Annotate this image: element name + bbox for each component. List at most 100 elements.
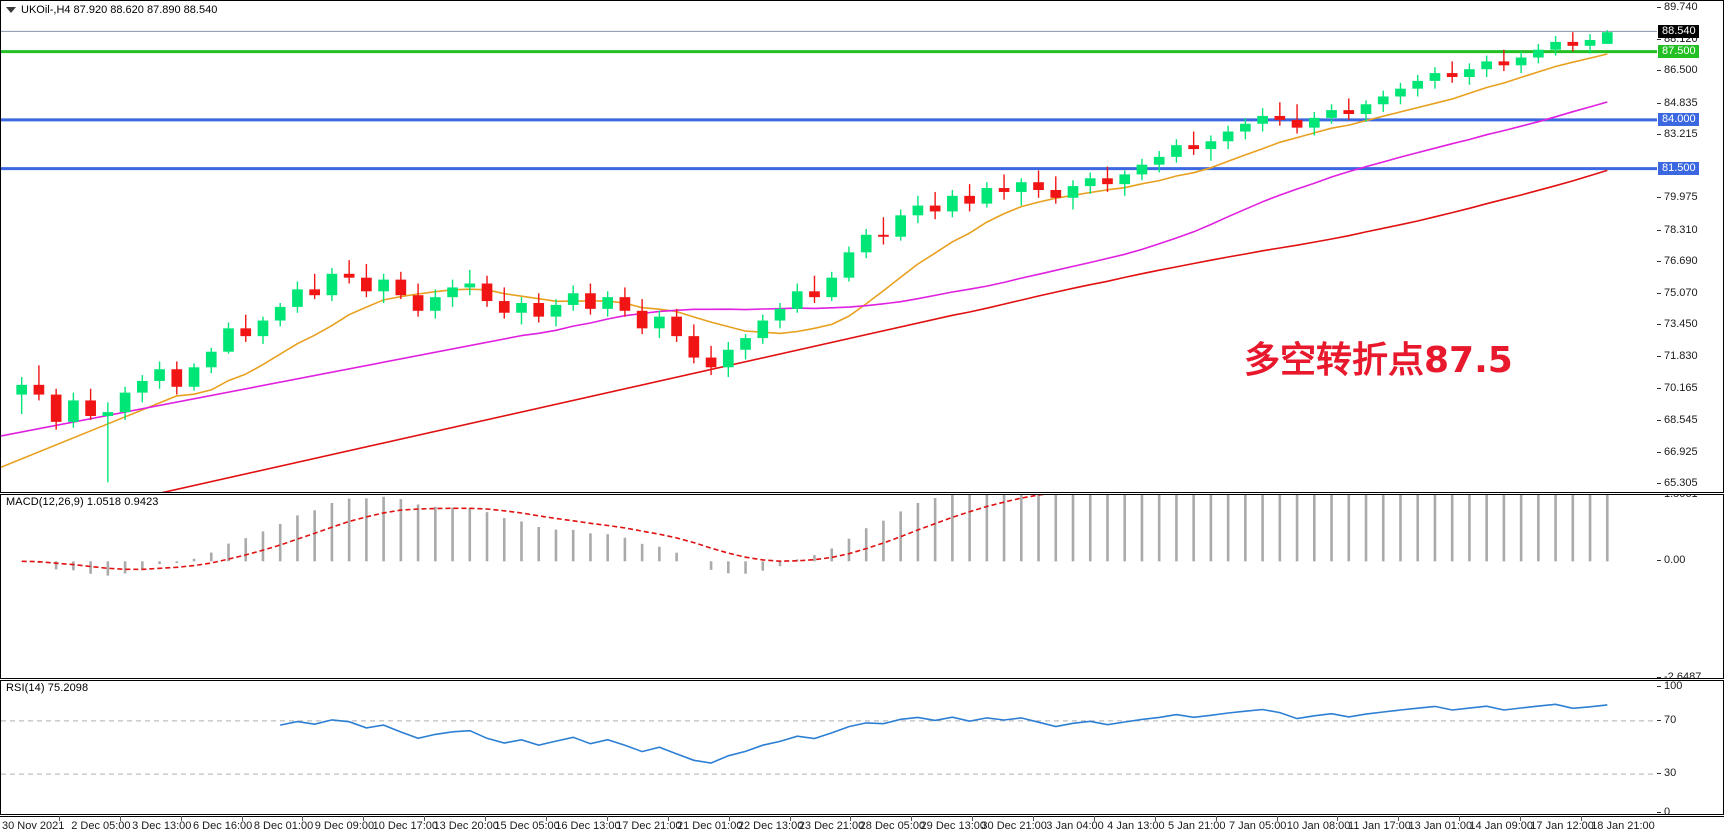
- candle-body: [154, 369, 165, 381]
- candle-body: [826, 277, 838, 298]
- rsi-plot-area[interactable]: [1, 681, 1657, 814]
- candle-body: [1084, 178, 1096, 187]
- tick-mark: [1657, 229, 1661, 231]
- candle-body: [205, 351, 217, 368]
- tick-mark: [1657, 355, 1661, 357]
- time-tick-label: 17 Jan 12:00: [1530, 820, 1594, 832]
- candle-body: [309, 289, 321, 296]
- candle-body: [964, 195, 975, 204]
- candle-body: [1240, 123, 1251, 132]
- price-tick-label: 75.070: [1664, 286, 1698, 299]
- price-plot-area[interactable]: [1, 1, 1657, 492]
- price-scale[interactable]: 89.740 88.120 86.500 84.835 83.215 79.975 78.3…: [1657, 1, 1723, 492]
- rsi-scale[interactable]: 100 70 30 0: [1657, 681, 1723, 814]
- price-chart-canvas: [1, 30, 1657, 492]
- tick-mark: [1657, 292, 1661, 294]
- level-badge-84000[interactable]: 84.000: [1658, 113, 1699, 127]
- rsi-tick-label: 0: [1664, 806, 1671, 815]
- price-tick-label: 78.310: [1664, 223, 1698, 236]
- candle-body: [550, 304, 562, 317]
- candle-body: [929, 205, 941, 212]
- candle-body: [292, 289, 303, 307]
- candle-body: [567, 293, 579, 305]
- candle-body: [326, 273, 338, 296]
- time-tick-label: 10 Jan 08:00: [1286, 820, 1351, 832]
- candle-body: [1515, 57, 1527, 66]
- time-tick-label: 16 Dec 13:00: [555, 820, 621, 832]
- price-tick-label: 83.215: [1664, 128, 1698, 141]
- time-tick-label: 6 Dec 16:00: [192, 820, 253, 832]
- time-tick-mark: [424, 816, 426, 821]
- tick-mark: [1657, 197, 1661, 199]
- price-tick-label: 70.165: [1664, 382, 1698, 395]
- time-axis[interactable]: 30 Nov 2021 2 Dec 05:00 3 Dec 13:00 6 Dec 1…: [0, 816, 1724, 838]
- time-tick-label: 3 Jan 04:00: [1046, 820, 1104, 832]
- candle-body: [757, 320, 769, 339]
- candle-body: [1412, 80, 1424, 89]
- last-price-badge[interactable]: 88.540: [1658, 24, 1699, 38]
- time-tick-label: 13 Dec 20:00: [433, 820, 499, 832]
- level-badge-87500[interactable]: 87.500: [1658, 45, 1699, 59]
- candle-body: [1067, 186, 1079, 198]
- time-tick-label: 9 Dec 09:00: [314, 820, 375, 832]
- candle-body: [1257, 115, 1268, 124]
- time-tick-label: 5 Jan 21:00: [1168, 820, 1226, 832]
- candle-body: [1308, 117, 1320, 128]
- price-tick-label: 76.690: [1664, 255, 1698, 268]
- candle-body: [1360, 104, 1372, 115]
- candle-body: [1205, 141, 1217, 150]
- time-tick-label: 15 Dec 05:00: [494, 820, 560, 832]
- symbol-ohlc-text: UKOil-,H4 87.920 88.620 87.890 88.540: [21, 4, 218, 16]
- time-tick-label: 11 Jan 17:00: [1348, 820, 1411, 832]
- candle-body: [257, 320, 269, 337]
- time-tick-label: 23 Dec 21:00: [798, 820, 865, 832]
- candle-body: [533, 303, 545, 317]
- candle-body: [1033, 182, 1044, 190]
- candle-body: [705, 357, 717, 368]
- macd-tick-label: 0.00: [1664, 554, 1686, 567]
- time-tick-label: 4 Jan 13:00: [1107, 820, 1165, 832]
- candle-body: [343, 273, 355, 278]
- candle-body: [740, 338, 751, 350]
- tick-mark: [1657, 70, 1661, 72]
- time-tick-label: 29 Dec 13:00: [920, 820, 986, 832]
- tick-mark: [1657, 324, 1661, 326]
- rsi-panel[interactable]: RSI(14) 75.2098 100 70 30 0: [0, 680, 1724, 815]
- time-tick-label: 2 Dec 05:00: [71, 820, 131, 832]
- main-price-panel[interactable]: UKOil-,H4 87.920 88.620 87.890 88.540 多空…: [0, 0, 1724, 493]
- candle-body: [378, 279, 389, 292]
- time-tick-mark: [180, 816, 182, 821]
- time-tick-mark: [485, 816, 487, 821]
- tick-mark: [1657, 38, 1661, 40]
- time-tick-mark: [302, 816, 304, 821]
- rsi-tick-label: 70: [1664, 713, 1677, 726]
- time-tick-mark: [1033, 816, 1035, 821]
- candle-body: [774, 308, 786, 321]
- candle-body: [619, 297, 631, 311]
- candle-body: [1567, 41, 1579, 46]
- level-badge-81500[interactable]: 81.500: [1658, 162, 1699, 176]
- time-tick-mark: [911, 816, 913, 821]
- time-tick-mark: [241, 816, 243, 821]
- tick-mark: [1657, 7, 1661, 8]
- macd-panel[interactable]: MACD(12,26,9) 1.0518 0.9423 1.5061 0.00 -2…: [0, 494, 1724, 679]
- tick-mark: [1657, 261, 1661, 263]
- candle-body: [912, 205, 924, 216]
- candle-body: [33, 384, 45, 395]
- candle-body: [636, 310, 648, 329]
- time-tick-mark: [789, 816, 791, 821]
- macd-plot-area[interactable]: [1, 495, 1657, 678]
- rsi-line: [280, 703, 1608, 764]
- triangle-down-icon[interactable]: [6, 7, 16, 13]
- macd-scale[interactable]: 1.5061 0.00 -2.6487: [1657, 495, 1723, 678]
- tick-mark: [1657, 451, 1661, 453]
- candle-body: [585, 293, 596, 309]
- time-tick-mark: [1276, 816, 1278, 821]
- annotation-text: 多空转折点87.5: [1244, 340, 1513, 381]
- time-tick-mark: [667, 816, 669, 821]
- candle-body: [119, 392, 131, 413]
- price-tick-label: 65.305: [1664, 477, 1698, 490]
- time-tick-mark: [1154, 816, 1156, 821]
- time-tick-label: 30 Nov 2021: [2, 820, 65, 832]
- price-tick-label: 71.830: [1664, 349, 1698, 362]
